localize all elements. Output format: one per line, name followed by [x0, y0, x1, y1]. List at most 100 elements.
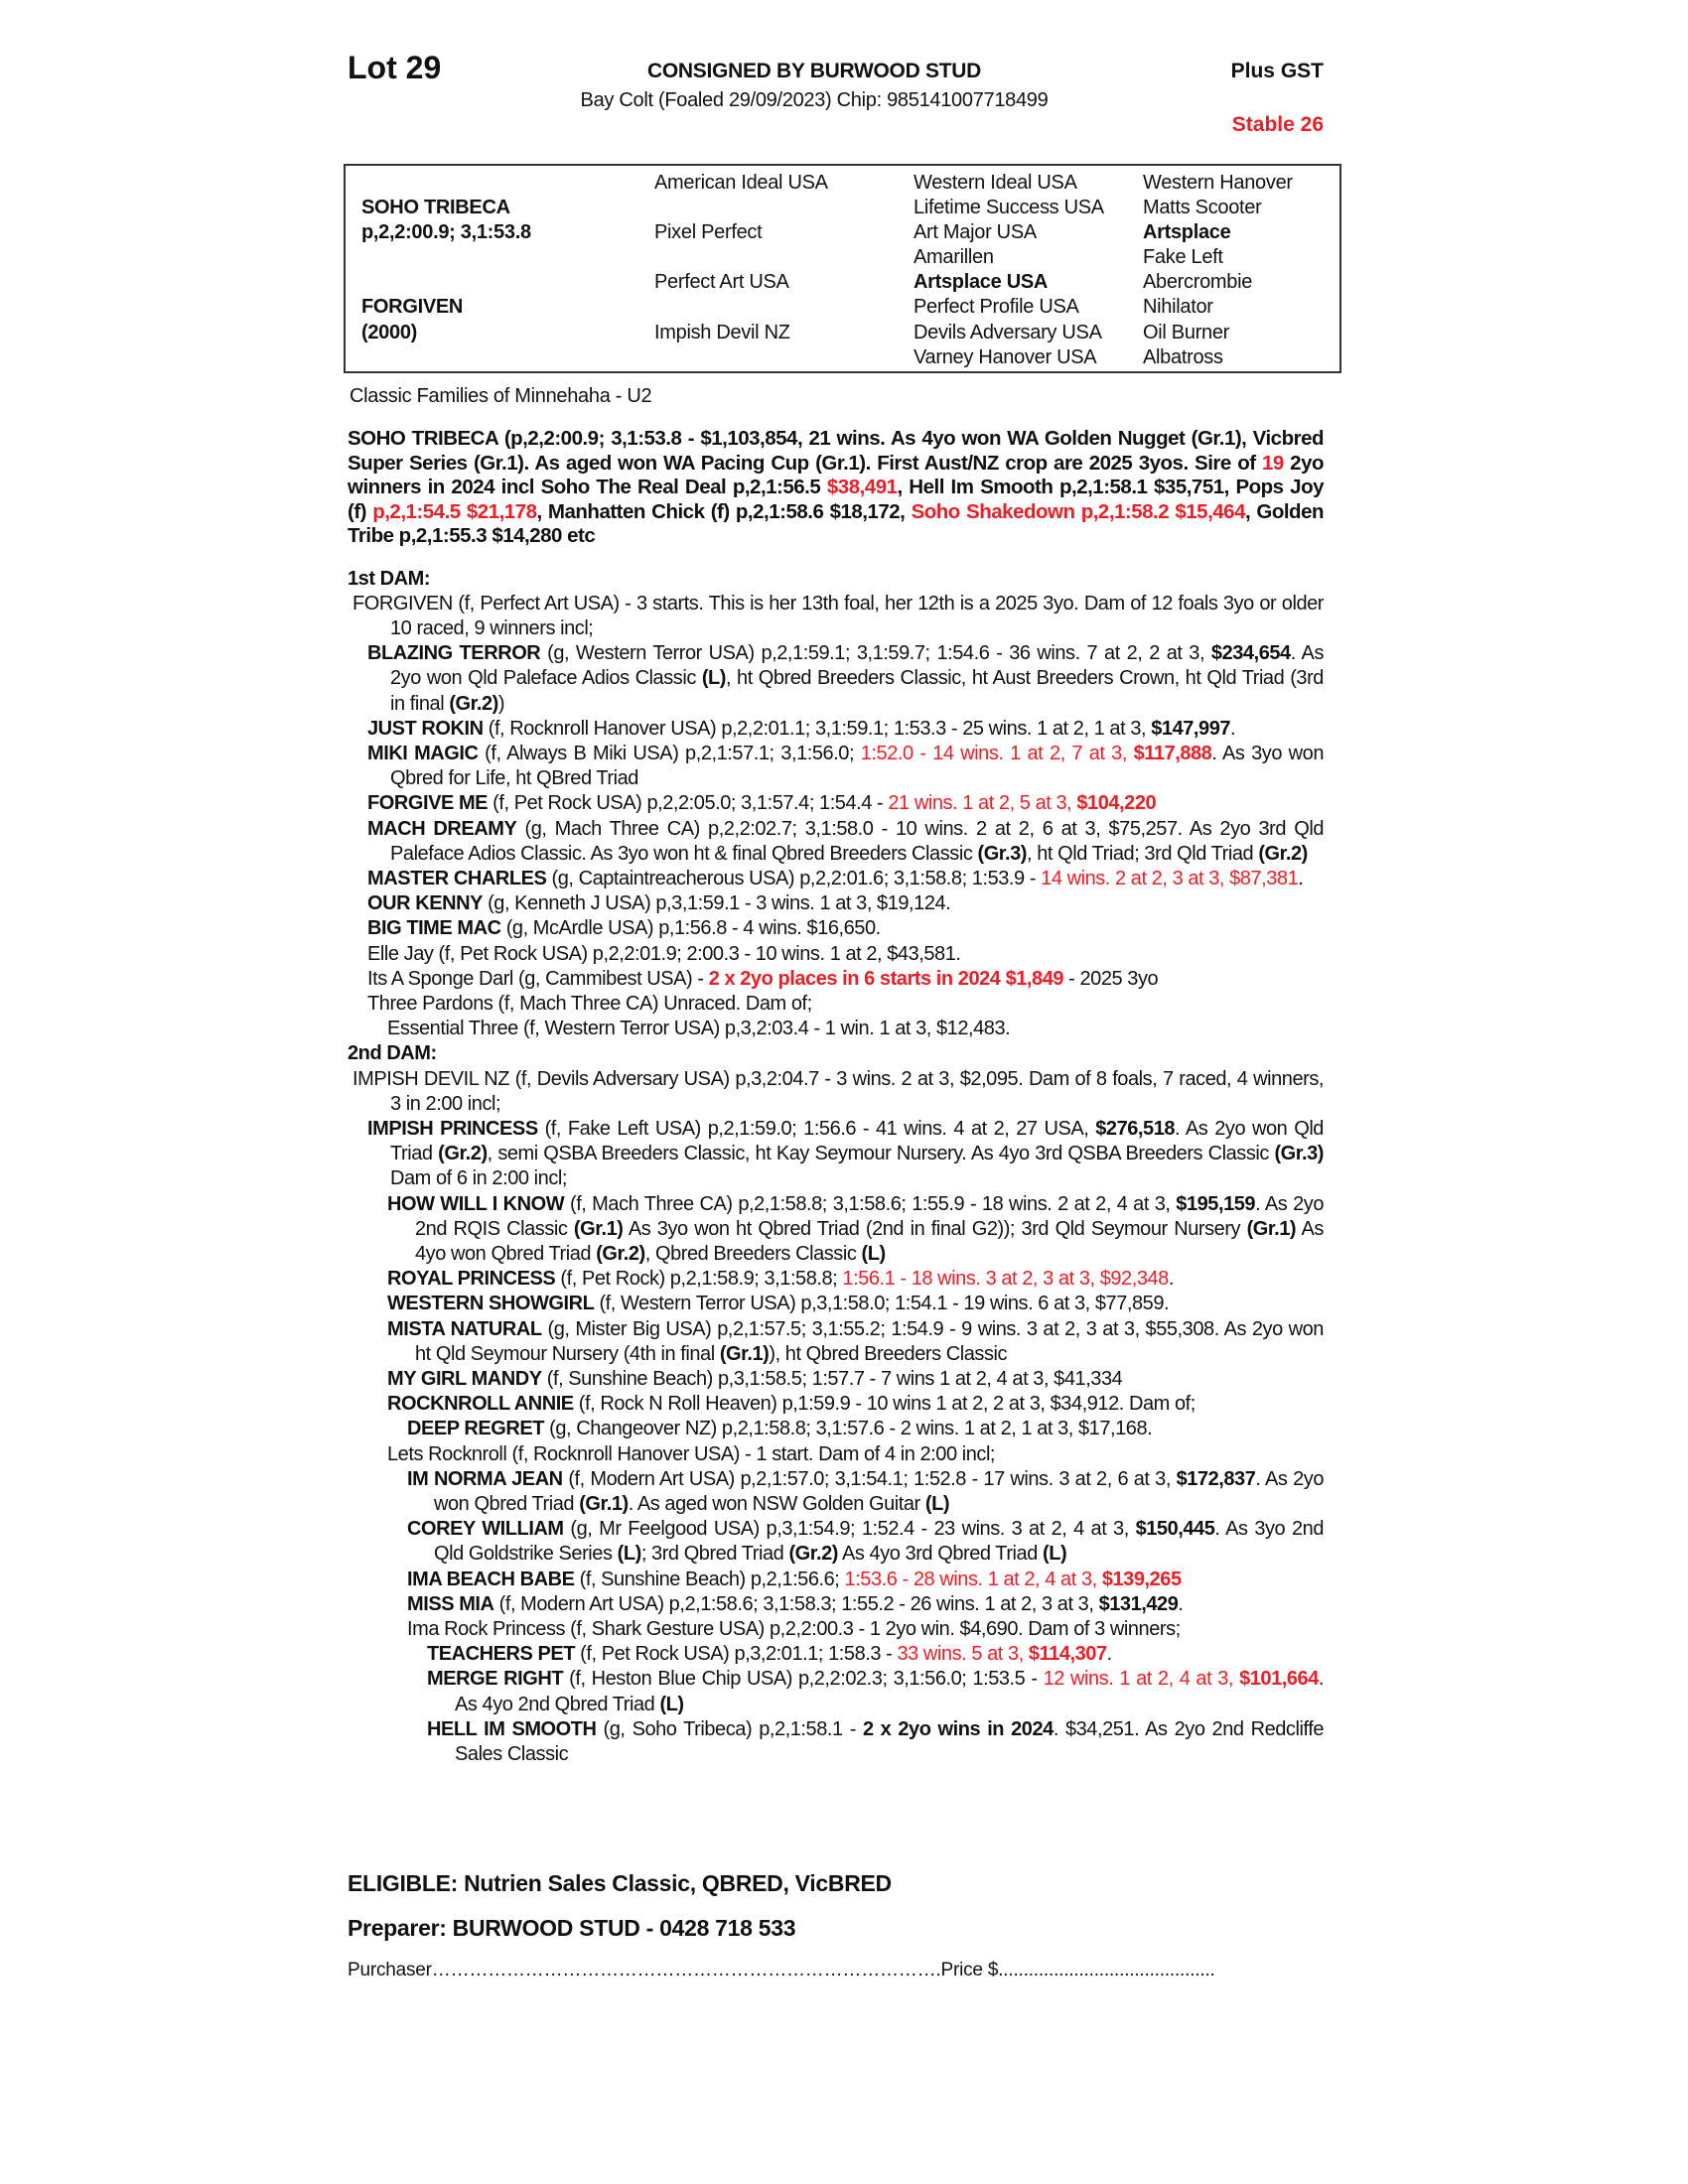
text-run: IMPISH DEVIL NZ (f, Devils Adversary USA… — [352, 1067, 1324, 1115]
text-run: (g, Kenneth J USA) p,3,1:59.1 - 3 wins. … — [482, 892, 951, 915]
progeny-entry: Lets Rocknroll (f, Rocknroll Hanover USA… — [348, 1442, 1324, 1467]
highlight-text: $195,159 — [1176, 1192, 1256, 1215]
highlight-text: (Gr.3) — [977, 842, 1028, 865]
pedigree-cell: Western Ideal USA — [914, 172, 1077, 194]
text-run: Lets Rocknroll (f, Rocknroll Hanover USA… — [387, 1442, 996, 1465]
text-run: , semi QSBA Breeders Classic, ht Kay Sey… — [487, 1143, 1275, 1165]
progeny-entry: TEACHERS PET (f, Pet Rock USA) p,3,2:01.… — [348, 1642, 1324, 1667]
text-run: 33 wins. 5 at 3, — [897, 1643, 1029, 1666]
text-run: , Golden Tribe p,2,1:55.3 $14,280 etc — [348, 499, 1325, 548]
highlight-text: (L) — [861, 1242, 887, 1265]
progeny-entry: FORGIVE ME (f, Pet Rock USA) p,2,2:05.0;… — [348, 791, 1324, 816]
text-run: . As 3yo 2nd Qld Goldstrike Series — [434, 1518, 1324, 1566]
text-run: . As aged won NSW Golden Guitar — [628, 1493, 925, 1516]
purchaser-line: Purchaser……………………………………………………………………….Pri… — [348, 1960, 1215, 1981]
pedigree-cell: Varney Hanover USA — [914, 345, 1097, 368]
pedigree-cell: Devils Adversary USA — [914, 321, 1102, 343]
text-run: (f, Modern Art USA) p,2,1:58.6; 3,1:58.3… — [493, 1592, 1099, 1615]
text-run: . As 2yo won Qld Triad — [390, 1117, 1324, 1165]
highlight-text: $114,307 — [1028, 1643, 1107, 1666]
pedigree-cell: Nihilator — [1143, 296, 1213, 319]
pedigree-cell: Albatross — [1143, 345, 1223, 368]
text-run: . As 2yo won Qld Paleface Adios Classic — [390, 642, 1324, 690]
horse-description: Bay Colt (Foaled 29/09/2023) Chip: 98514… — [580, 89, 1049, 111]
highlight-text: (Gr.2) — [438, 1143, 488, 1165]
progeny-entry: Three Pardons (f, Mach Three CA) Unraced… — [348, 992, 1324, 1017]
progeny-entry: Ima Rock Princess (f, Shark Gesture USA)… — [348, 1617, 1324, 1642]
text-run: (g, Changeover NZ) p,2,1:58.8; 3,1:57.6 … — [544, 1418, 1153, 1440]
text-run: . As 3yo won Qbred for Life, ht QBred Tr… — [390, 742, 1325, 790]
highlight-text: COREY WILLIAM — [407, 1518, 564, 1541]
text-run: . — [1178, 1592, 1184, 1615]
text-run: . — [1298, 867, 1304, 889]
progeny-entry: OUR KENNY (g, Kenneth J USA) p,3,1:59.1 … — [348, 891, 1324, 916]
text-run: p,2,1:54.5 $21,178 — [372, 499, 537, 523]
pedigree-cell: FORGIVEN — [361, 296, 464, 319]
text-run: $38,491 — [826, 476, 898, 498]
price-field[interactable]: ........................................… — [998, 1960, 1215, 1980]
progeny-entry: MIKI MAGIC (f, Always B Miki USA) p,2,1:… — [348, 742, 1324, 791]
text-run: 1:53.6 - 28 wins. 1 at 2, 4 at 3, — [844, 1568, 1102, 1590]
purchaser-label: Purchaser — [348, 1960, 432, 1980]
pedigree-cell: p,2,2:00.9; 3,1:53.8 — [361, 221, 531, 244]
highlight-text: $131,429 — [1098, 1592, 1179, 1615]
progeny-entry: HOW WILL I KNOW (f, Mach Three CA) p,2,1… — [348, 1192, 1324, 1268]
text-run: (f, Always B Miki USA) p,2,1:57.1; 3,1:5… — [478, 742, 861, 764]
highlight-text: MIKI MAGIC — [367, 742, 479, 764]
dam2-section: IMPISH DEVIL NZ (f, Devils Adversary USA… — [348, 1067, 1324, 1768]
family-line: Classic Families of Minnehaha - U2 — [350, 385, 652, 407]
lot-number: Lot 29 — [348, 50, 442, 85]
highlight-text: 2 x 2yo wins in 2024 — [862, 1717, 1054, 1740]
pedigree-cell: Western Hanover — [1143, 172, 1293, 194]
highlight-text: $276,518 — [1095, 1117, 1176, 1140]
highlight-text: (Gr.2) — [1258, 842, 1308, 865]
progeny-entry: Its A Sponge Darl (g, Cammibest USA) - 2… — [348, 967, 1324, 992]
highlight-text: $104,220 — [1076, 792, 1157, 815]
pedigree-col-grandparents: American Ideal USA Pixel Perfect Perfect A… — [654, 171, 828, 370]
progeny-entry: IMPISH DEVIL NZ (f, Devils Adversary USA… — [348, 1067, 1324, 1117]
highlight-text: $101,664 — [1239, 1668, 1319, 1691]
highlight-text: TEACHERS PET — [427, 1643, 576, 1666]
highlight-text: ROYAL PRINCESS — [387, 1268, 556, 1291]
highlight-text: $234,654 — [1210, 642, 1291, 665]
highlight-text: (L) — [617, 1543, 642, 1566]
text-run: (g, Soho Tribeca) p,2,1:58.1 - — [596, 1717, 863, 1740]
text-run: (f, Pet Rock USA) p,3,2:01.1; 1:58.3 - — [575, 1643, 898, 1666]
pedigree-table: SOHO TRIBECA p,2,2:00.9; 3,1:53.8 FORGIVEN… — [344, 164, 1341, 373]
text-run: 1:56.1 - 18 wins. 3 at 2, 3 at 3, $92,34… — [842, 1268, 1169, 1291]
progeny-entry: MY GIRL MANDY (f, Sunshine Beach) p,3,1:… — [348, 1367, 1324, 1392]
text-run: . — [1230, 717, 1236, 740]
highlight-text: (Gr.2) — [596, 1242, 645, 1265]
progeny-entry: HELL IM SMOOTH (g, Soho Tribeca) p,2,1:5… — [348, 1717, 1324, 1767]
highlight-text: $147,997 — [1151, 717, 1231, 740]
highlight-text: DEEP REGRET — [407, 1418, 545, 1440]
highlight-text: (Gr.1) — [719, 1342, 770, 1365]
progeny-entry: DEEP REGRET (g, Changeover NZ) p,2,1:58.… — [348, 1417, 1324, 1441]
highlight-text: OUR KENNY — [367, 892, 483, 915]
purchaser-field[interactable]: ………………………………………………………………………. — [431, 1960, 941, 1980]
pedigree-cell: Abercrombie — [1143, 271, 1253, 294]
pedigree-cell: Artsplace — [1143, 221, 1231, 244]
text-run: (f, Rock N Roll Heaven) p,1:59.9 - 10 wi… — [573, 1393, 1196, 1416]
pedigree-cell: Amarillen — [914, 246, 994, 269]
highlight-text: IM NORMA JEAN — [407, 1467, 563, 1490]
progeny-entry: BLAZING TERROR (g, Western Terror USA) p… — [348, 641, 1324, 717]
highlight-text: (L) — [659, 1693, 684, 1715]
highlight-text: MISTA NATURAL — [387, 1317, 542, 1340]
text-run: Its A Sponge Darl (g, Cammibest USA) - — [367, 967, 709, 990]
progeny-entry: MASTER CHARLES (g, Captaintreacherous US… — [348, 867, 1324, 891]
progeny-entry: MISS MIA (f, Modern Art USA) p,2,1:58.6;… — [348, 1592, 1324, 1617]
pedigree-cell: Artsplace USA — [914, 271, 1049, 294]
highlight-text: MERGE RIGHT — [427, 1668, 564, 1691]
dam1-heading: 1st DAM: — [348, 567, 431, 590]
highlight-text: MISS MIA — [407, 1592, 494, 1615]
text-run: (f, Pet Rock) p,2,1:58.9; 3,1:58.8; — [555, 1268, 843, 1291]
pedigree-cell: Impish Devil NZ — [654, 321, 790, 343]
highlight-text: (L) — [924, 1493, 950, 1516]
highlight-text: (Gr.1) — [579, 1493, 629, 1516]
dam2-heading: 2nd DAM: — [348, 1042, 437, 1065]
progeny-entry: ROCKNROLL ANNIE (f, Rock N Roll Heaven) … — [348, 1392, 1324, 1417]
highlight-text: HELL IM SMOOTH — [427, 1717, 597, 1740]
text-run: 2yo winners in 2024 incl Soho The Real D… — [348, 451, 1325, 499]
text-run: (f, Mach Three CA) p,2,1:58.8; 3,1:58.6;… — [564, 1192, 1177, 1215]
